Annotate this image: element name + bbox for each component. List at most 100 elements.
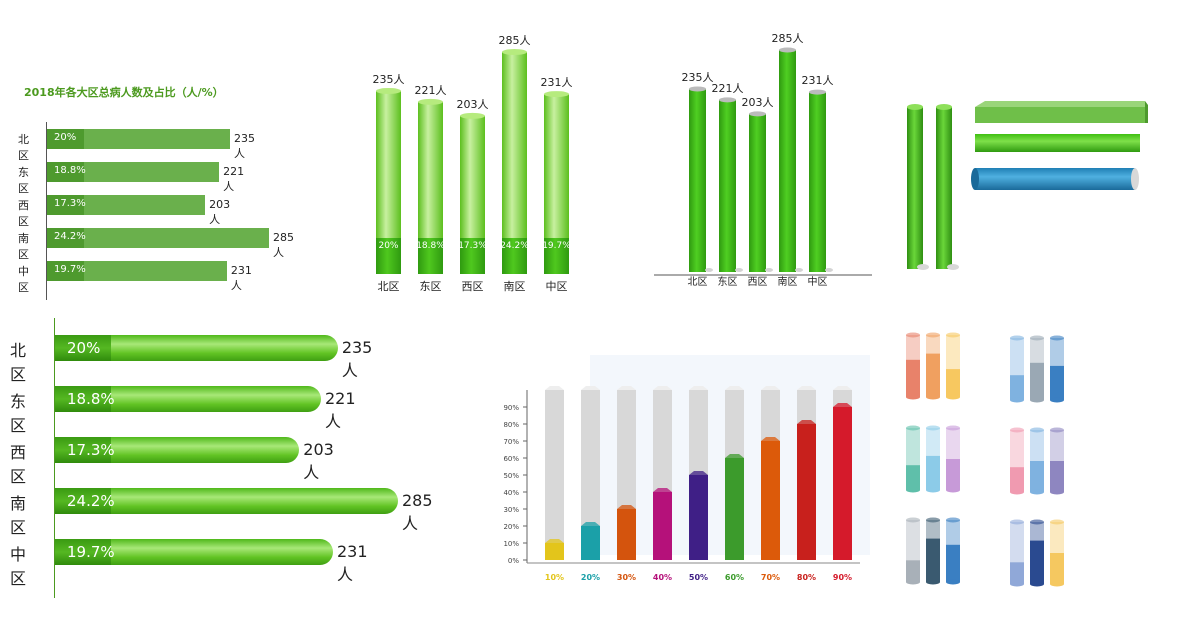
chart5-bar-track (545, 390, 564, 560)
chart1-value-label: 203人 (209, 198, 231, 226)
chart1-percent-label: 17.3% (54, 198, 86, 209)
cylinder-set-cap (906, 517, 920, 523)
cylinder-set-cap (926, 425, 940, 431)
chart1-percent-label: 18.8% (54, 165, 86, 176)
chart1-bar (47, 129, 231, 149)
chart3-value-label: 285人 (772, 32, 804, 45)
chart5-value-label: 40% (653, 573, 672, 582)
chart2-bar-cap (544, 91, 569, 98)
chart5-svg: 0% 10% 20% 30% 40% 50% 60% 70% 80% 90% 10% 20% 30% 40… (503, 355, 870, 582)
cylinder-set-cap (1050, 335, 1064, 341)
chart5-bar-track-cap (761, 386, 780, 390)
chart5-ytick-label: 80% (503, 421, 519, 429)
cylinder-set-cap (926, 517, 940, 523)
chart4-bar-percent-block (55, 386, 111, 412)
chart2-bar-base (544, 238, 569, 274)
chart3-value-label: 221人 (712, 82, 744, 95)
cylinder-set-cap (946, 332, 960, 338)
chart3-bar (779, 50, 796, 272)
cylinder-set-base (906, 579, 920, 585)
chart5-ytick-label: 70% (503, 438, 519, 446)
chart1-bar-percent-block (47, 261, 84, 281)
chart4-bar (55, 488, 398, 514)
chart2-percent-label: 24.2% (500, 241, 529, 251)
chart5-bar-cap (797, 420, 816, 424)
cylinder-set-fill (946, 459, 960, 490)
cylinder-set-base (946, 394, 960, 400)
cylinder-set-fill (1050, 461, 1064, 492)
chart1-value-label: 235人 (234, 132, 256, 160)
cylinder-set-fill (906, 560, 920, 582)
chart2-bar-base (502, 238, 527, 274)
cylinder-set-fill (1050, 365, 1064, 400)
chart5-bar-track-cap (617, 386, 636, 390)
chart2-bar-base (376, 238, 401, 274)
chart5-bar-track (581, 390, 600, 560)
cylinder-set-base (1010, 489, 1024, 495)
chart2-category-label: 中区 (546, 280, 568, 293)
cylinder-set-base (926, 487, 940, 493)
sample-vertical-cylinder-2 (936, 104, 959, 270)
chart4-percent-label: 17.3% (67, 441, 115, 459)
chart2-category-label: 南区 (504, 280, 526, 293)
chart4-category-label: 西区 (10, 443, 27, 486)
chart5-ytick-label: 30% (503, 506, 519, 514)
chart4-category-label: 中区 (10, 545, 27, 588)
chart5-bar-track-cap (689, 386, 708, 390)
chart1-percent-label: 20% (54, 132, 77, 143)
cylinder-set-base (906, 394, 920, 400)
chart4-bar-percent-block (55, 335, 111, 361)
cylinder-set-cap (946, 517, 960, 523)
cylinder-set-base (1030, 397, 1044, 403)
cylinder-set-cap (1010, 335, 1024, 341)
chart4-percent-label: 18.8% (67, 390, 115, 408)
chart2-svg: 235人 20% 北区 221人 18.8% 东区 203人 17.3% 西区 285人 24.2%… (373, 34, 573, 293)
chart1-value-label: 285人 (273, 231, 294, 259)
cylinder-set-fill (906, 359, 920, 397)
chart5-bar-track-cap (797, 386, 816, 390)
cylinder-set-fill (1030, 362, 1044, 400)
cylinder-set-fill (1010, 467, 1024, 492)
chart3-bar (719, 99, 736, 272)
chart5-bar (581, 526, 600, 560)
cylinder-set-cap (1030, 519, 1044, 525)
chart4-value-label: 235人 (341, 338, 373, 380)
chart2-bar-base (460, 238, 485, 274)
chart3-bar-shadow (795, 268, 803, 272)
chart4-category-label: 北区 (10, 341, 27, 384)
chart5-value-label: 70% (761, 573, 780, 582)
cylinder-set-fill (1030, 540, 1044, 584)
chart4-value-label: 203人 (303, 440, 334, 482)
chart3-value-label: 235人 (682, 71, 714, 84)
chart1-category-label: 东区 (18, 166, 29, 195)
cylinder-set-base (946, 487, 960, 493)
cylinder-set-fill (1010, 562, 1024, 584)
chart1-bar-percent-block (47, 162, 84, 182)
chart5-bar (761, 441, 780, 560)
cylinder-set-fill (1010, 375, 1024, 400)
chart5-bar-cap (725, 454, 744, 458)
chart2-percent-label: 20% (378, 241, 398, 251)
chart3-bar-cap (719, 97, 736, 103)
chart5-ytick-label: 50% (503, 472, 519, 480)
cylinder-set-base (906, 487, 920, 493)
chart5-value-label: 10% (545, 573, 564, 582)
cylinder-set-fill (1030, 461, 1044, 492)
cylinder-set-cap (1030, 427, 1044, 433)
sample-cylinders-svg (907, 101, 1148, 270)
chart4-value-label: 231人 (337, 542, 368, 584)
chart5-value-label: 50% (689, 573, 708, 582)
chart3-bar-shadow (735, 268, 743, 272)
chart2-bar-cap (376, 87, 401, 94)
sample-flat-bar (975, 134, 1140, 152)
chart4-category-label: 东区 (10, 392, 27, 435)
chart3-bar-cap (809, 89, 826, 95)
chart5-bar (653, 492, 672, 560)
chart1-title: 2018年各大区总病人数及占比（人/%） (24, 86, 224, 99)
chart2-category-label: 北区 (378, 280, 400, 293)
chart3-value-label: 231人 (802, 74, 834, 87)
chart1-bar (47, 162, 220, 182)
chart4-category-label: 南区 (10, 494, 27, 537)
chart5-bar-track-cap (725, 386, 744, 390)
cylinder-set-cap (1050, 519, 1064, 525)
